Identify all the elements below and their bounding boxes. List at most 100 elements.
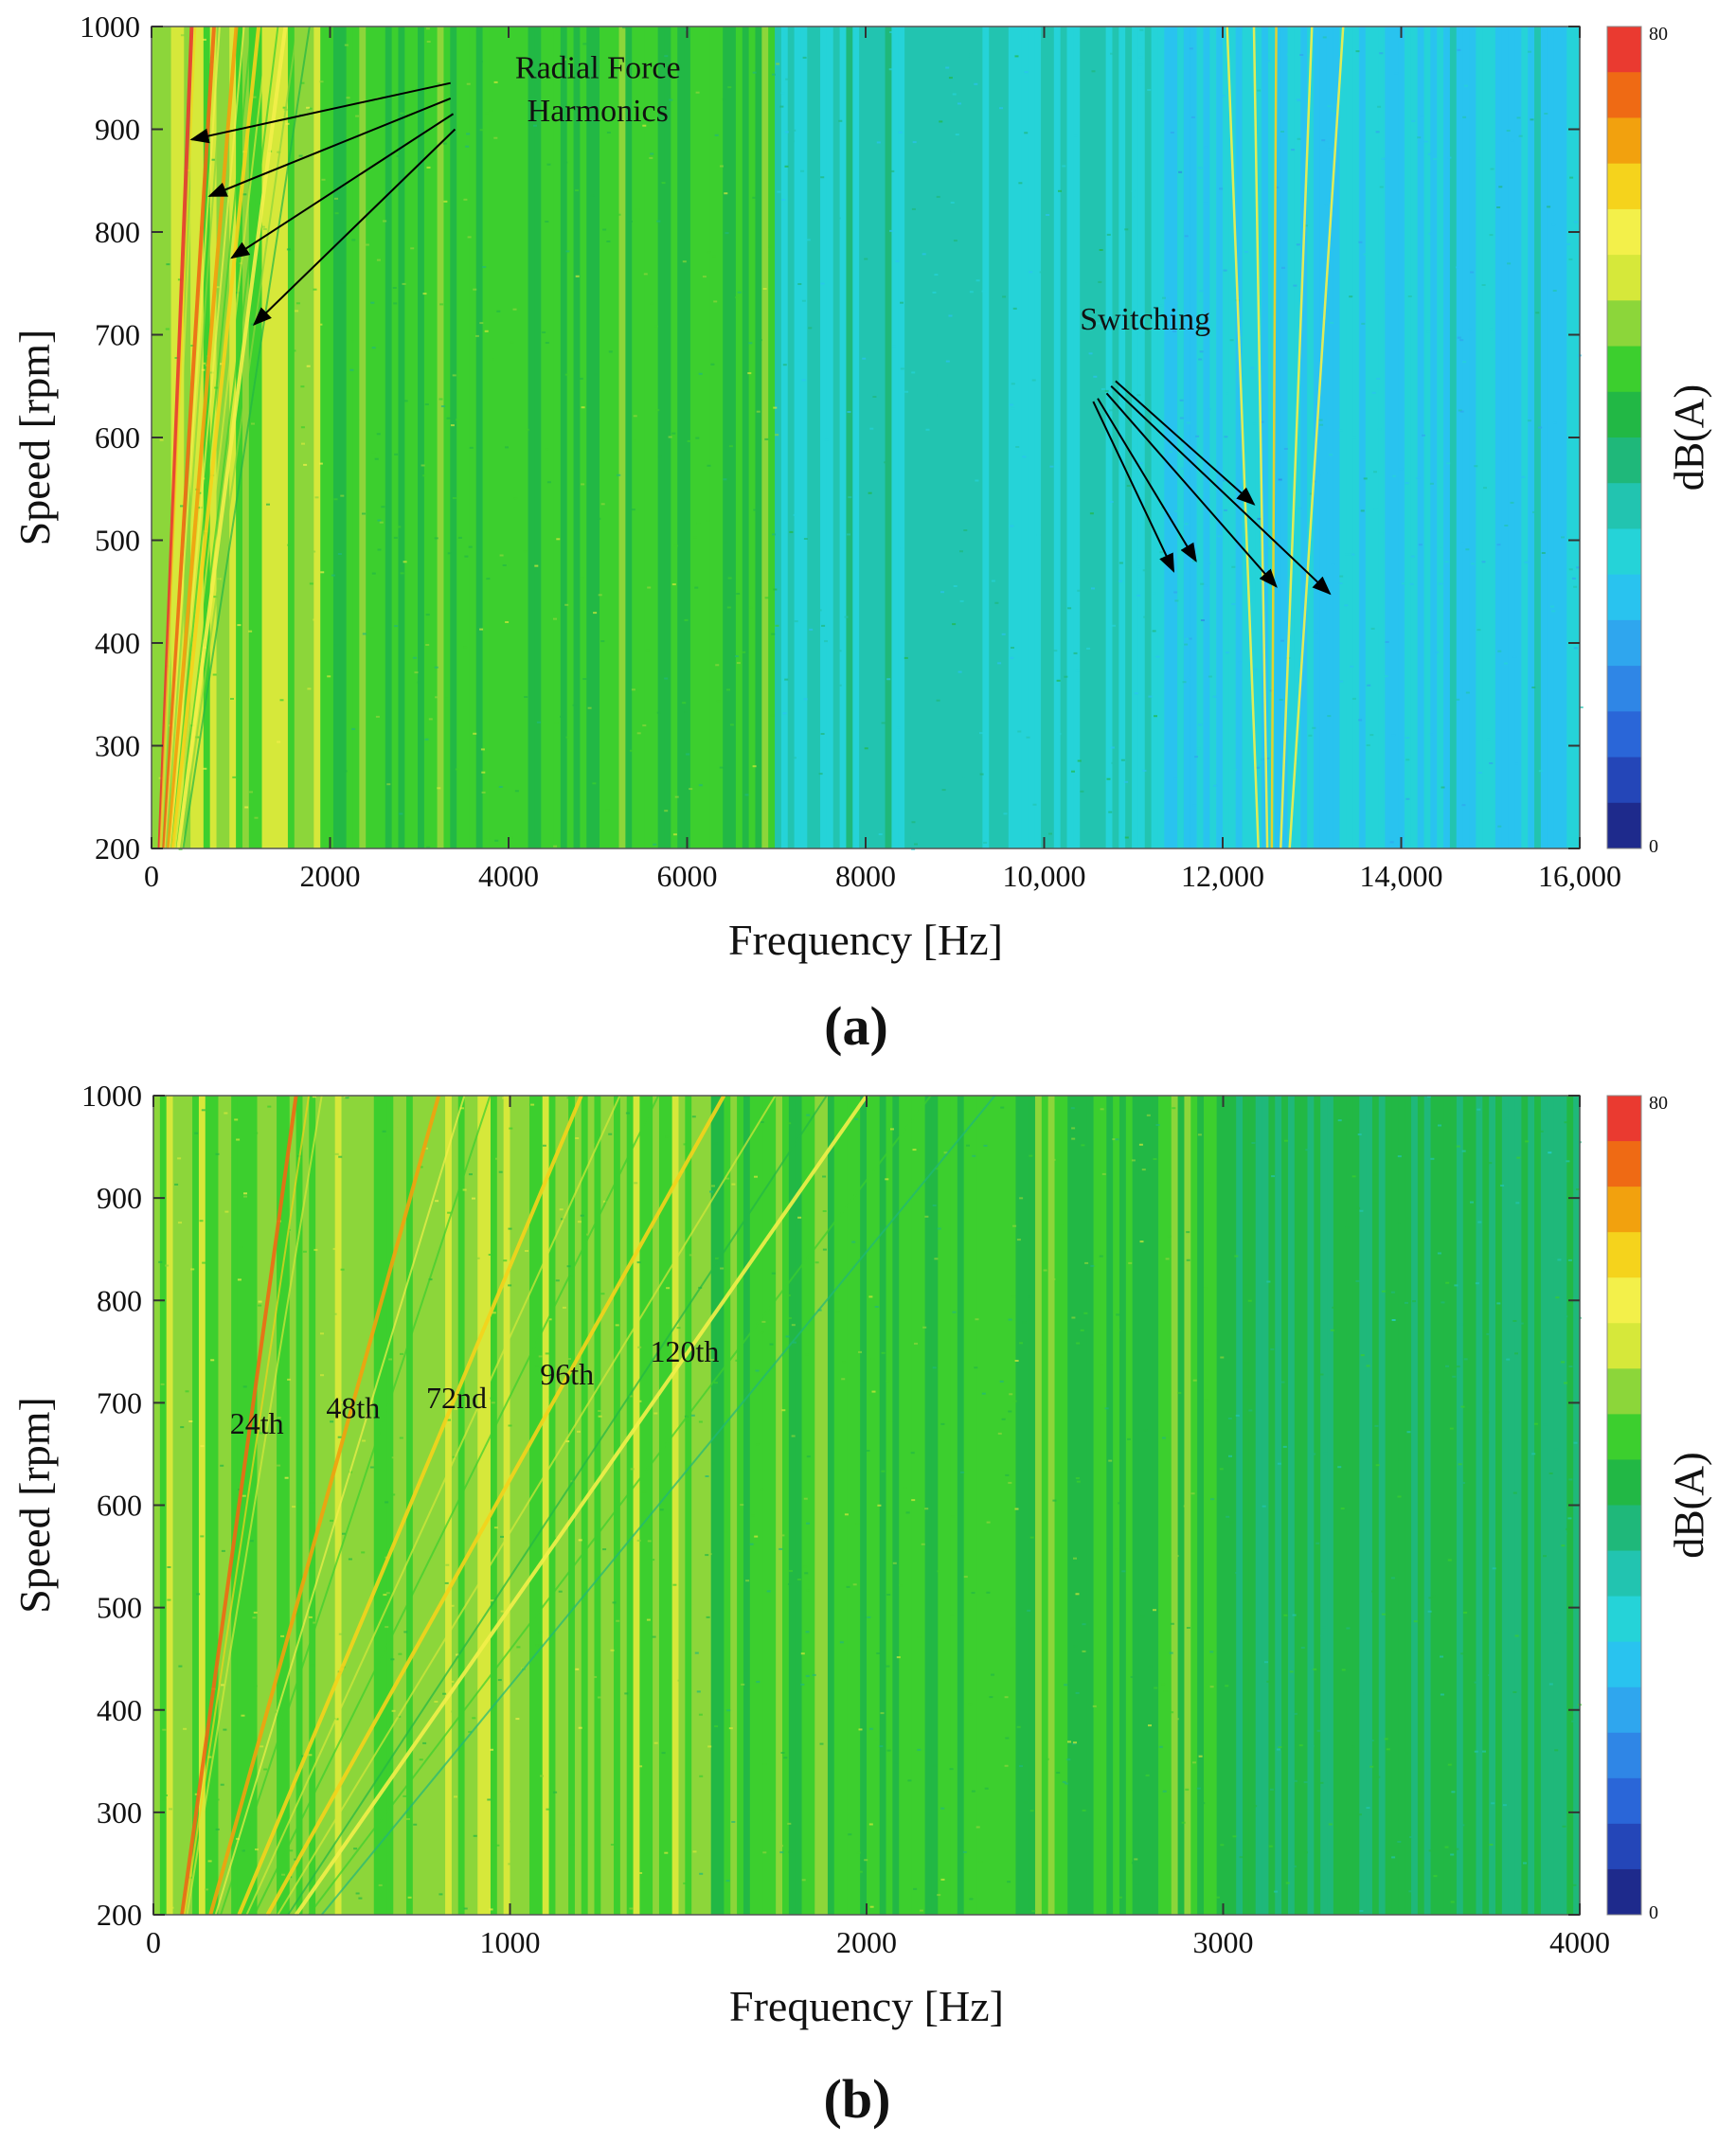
heatmap-speckle — [1071, 1316, 1076, 1319]
heatmap-speckle — [1512, 1691, 1517, 1693]
colorbar-frame — [1606, 26, 1642, 849]
heatmap-speckle — [932, 291, 937, 294]
heatmap-speckle — [893, 1761, 898, 1764]
heatmap-speckle — [1561, 536, 1565, 539]
heatmap-speckle — [1226, 1515, 1230, 1518]
heatmap-speckle — [1401, 582, 1405, 585]
heatmap-speckle — [1489, 234, 1494, 237]
heatmap-speckle — [714, 1725, 719, 1727]
heatmap-column — [1281, 1096, 1289, 1915]
heatmap-column — [1125, 27, 1133, 848]
heatmap-speckle — [1571, 577, 1576, 580]
heatmap-speckle — [277, 741, 281, 743]
heatmap-speckle — [463, 198, 468, 201]
heatmap-speckle — [643, 273, 648, 276]
heatmap-speckle — [579, 377, 583, 380]
heatmap-speckle — [1170, 1711, 1174, 1714]
heatmap-column — [638, 27, 646, 848]
heatmap-speckle — [622, 27, 627, 29]
heatmap-speckle — [1140, 1615, 1145, 1618]
heatmap-speckle — [1328, 1682, 1333, 1684]
heatmap-speckle — [1198, 167, 1203, 170]
heatmap-column — [853, 1096, 861, 1915]
heatmap-speckle — [638, 1765, 643, 1768]
heatmap-speckle — [1162, 296, 1166, 299]
heatmap-speckle — [202, 362, 206, 365]
heatmap-speckle — [598, 594, 602, 597]
colorbar-segment — [1607, 255, 1641, 301]
heatmap-speckle — [1568, 258, 1573, 260]
heatmap-speckle — [616, 1619, 620, 1622]
order-line-faint — [245, 1095, 621, 1916]
heatmap-speckle — [1390, 1577, 1395, 1580]
heatmap-speckle — [399, 812, 403, 815]
heatmap-speckle — [173, 1663, 178, 1665]
heatmap-speckle — [1091, 587, 1095, 590]
heatmap-speckle — [374, 457, 379, 460]
annotation-switching: Switching — [1080, 302, 1210, 337]
heatmap-speckle — [393, 536, 398, 539]
heatmap-speckle — [1118, 1502, 1122, 1505]
heatmap-speckle — [1124, 780, 1129, 783]
heatmap-speckle — [968, 66, 973, 69]
heatmap-speckle — [950, 150, 955, 152]
heatmap-column — [277, 1096, 284, 1915]
heatmap-speckle — [1407, 295, 1412, 297]
heatmap-speckle — [1447, 1763, 1452, 1766]
heatmap-speckle — [1186, 1627, 1190, 1629]
heatmap-column — [216, 27, 224, 848]
heatmap-column — [373, 1096, 382, 1915]
heatmap-speckle — [620, 27, 625, 30]
heatmap-speckle — [1463, 1612, 1468, 1614]
heatmap-column — [1171, 27, 1178, 848]
heatmap-speckle — [1518, 134, 1523, 137]
heatmap-speckle — [1231, 498, 1236, 501]
heatmap-speckle — [669, 98, 673, 101]
heatmap-column — [704, 1096, 712, 1915]
heatmap-speckle — [1257, 89, 1262, 92]
heatmap-speckle — [351, 727, 356, 730]
heatmap-speckle — [762, 1763, 767, 1765]
heatmap-speckle — [822, 1248, 827, 1251]
heatmap-speckle — [1024, 132, 1029, 134]
heatmap-column — [678, 1096, 686, 1915]
heatmap-speckle — [481, 791, 486, 794]
heatmap-column — [1197, 1096, 1205, 1915]
heatmap-column — [814, 27, 821, 848]
heatmap-speckle — [534, 1365, 539, 1367]
colorbar-segment — [1607, 163, 1641, 210]
heatmap-speckle — [1204, 1399, 1208, 1401]
heatmap-speckle — [804, 1353, 809, 1356]
heatmap-speckle — [498, 1170, 503, 1173]
heatmap-speckle — [447, 1810, 452, 1812]
heatmap-speckle — [999, 1380, 1004, 1383]
heatmap-speckle — [505, 446, 509, 449]
order-line-faint — [287, 1095, 828, 1916]
heatmap-column — [509, 27, 516, 848]
heatmap-column — [892, 1096, 900, 1915]
heatmap-speckle — [577, 1430, 581, 1433]
heatmap-column — [800, 27, 808, 848]
heatmap-speckle — [617, 213, 621, 216]
heatmap-speckle — [1490, 168, 1494, 170]
heatmap-speckle — [500, 1535, 504, 1538]
heatmap-speckle — [900, 367, 904, 370]
heatmap-column — [1086, 27, 1094, 848]
heatmap-column — [1307, 27, 1315, 848]
y-tick-label: 300 — [97, 1795, 142, 1830]
y-tick-label: 400 — [97, 1693, 142, 1727]
heatmap-speckle — [152, 229, 157, 232]
heatmap-speckle — [1476, 629, 1481, 632]
heatmap-speckle — [213, 596, 218, 598]
heatmap-speckle — [1406, 1431, 1411, 1434]
heatmap-speckle — [841, 1378, 846, 1381]
heatmap-speckle — [1296, 243, 1300, 246]
heatmap-speckle — [806, 1455, 811, 1458]
heatmap-speckle — [1377, 105, 1382, 108]
heatmap-speckle — [1329, 454, 1333, 456]
heatmap-speckle — [1573, 647, 1578, 650]
heatmap-speckle — [1391, 1856, 1396, 1859]
heatmap-speckle — [320, 571, 325, 574]
heatmap-column — [1183, 27, 1191, 848]
colorbar-max-label-a: 80 — [1649, 24, 1668, 45]
